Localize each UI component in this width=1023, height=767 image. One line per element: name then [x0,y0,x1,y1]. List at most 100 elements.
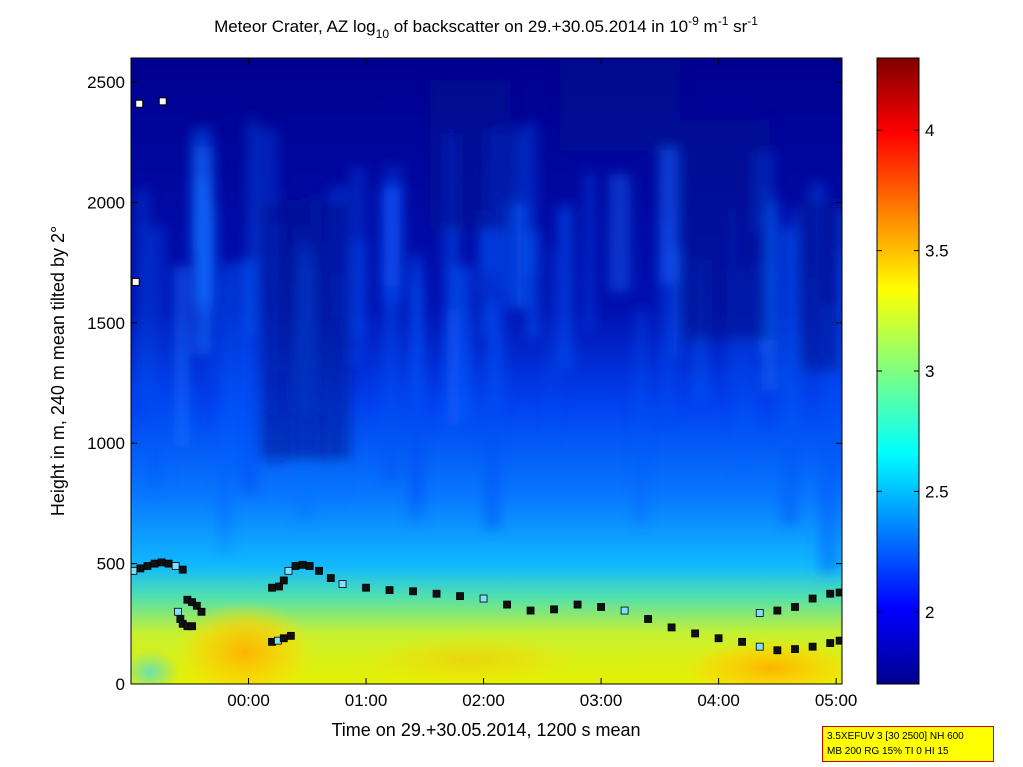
layer-height-marker [385,586,394,594]
layer-height-marker [479,594,488,603]
x-tick-label: 05:00 [815,691,858,710]
plume-streak [381,187,401,483]
plume-streak [525,122,538,275]
colorbar [876,57,920,685]
y-tick-label: 1000 [87,434,125,453]
layer-height-marker [835,636,842,645]
layer-height-marker [315,566,323,575]
colorbar-tick-label: 2 [925,603,934,622]
y-tick-label: 500 [97,555,125,574]
chart-title: Meteor Crater, AZ log10 of backscatter o… [214,14,758,41]
layer-height-marker [826,589,835,598]
layer-height-marker [279,576,288,585]
x-axis-label: Time on 29.+30.05.2014, 1200 s mean [331,720,640,740]
layer-height-marker [738,637,747,646]
warm-region-right [680,638,842,684]
plume-streak [145,225,166,489]
plume-streak [557,205,573,369]
x-tick-label: 00:00 [227,691,270,710]
dark-region [430,80,510,230]
layer-height-marker [279,634,288,643]
plume-streak [515,128,524,311]
layer-height-marker [284,566,293,575]
layer-height-marker [298,560,307,569]
plume-streak [635,310,647,525]
plume-streak [608,174,631,292]
plume-streak [135,189,150,399]
layer-height-marker [620,606,629,615]
layer-height-marker [773,646,782,655]
layer-height-marker [136,564,145,573]
plume-streak [485,299,500,529]
colorbar-axis: 2 2.5 3 3.5 4 [877,121,949,622]
layer-height-marker [338,580,347,588]
layer-height-marker [826,639,835,647]
x-tick-label: 04:00 [697,691,740,710]
layer-height-marker [409,587,417,596]
y-tick-label: 1500 [87,314,125,333]
plume-streak [526,231,539,339]
plume-streak [788,207,802,479]
layer-height-marker [268,583,276,592]
plume-streak [547,250,556,439]
layer-height-marker [305,562,314,570]
layer-height-marker [755,609,764,617]
layer-height-marker [188,622,197,631]
colorbar-tick-label: 3 [925,362,934,381]
layer-height-marker [326,574,335,582]
layer-height-markers [131,558,842,655]
plume-streak [221,263,228,531]
layer-height-marker [291,562,300,570]
layer-height-marker [667,623,676,632]
cool-region-bottom-left [131,650,180,684]
plume-streak [226,262,248,473]
layer-height-marker [150,559,159,568]
layer-height-marker [286,631,295,640]
y-tick-label: 2000 [87,193,125,212]
plume-streak [174,266,189,447]
layer-height-marker [157,558,166,567]
layer-height-marker [362,583,370,592]
layer-height-marker [503,600,511,609]
colorbar-tick-label: 2.5 [925,482,949,501]
layer-height-marker [714,634,723,643]
plume-streak [248,118,256,336]
layer-height-marker [197,607,206,616]
layer-height-marker [691,629,699,638]
dark-region [560,60,680,150]
layer-height-marker [808,642,817,651]
x-tick-label: 01:00 [345,691,388,710]
parameter-info-box: 3.5XEFUV 3 [30 2500] NH 600 MB 200 RG 15… [822,726,994,762]
info-line-2: MB 200 RG 15% TI 0 HI 15 [827,746,949,757]
layer-height-marker [143,562,152,570]
plume-streak [193,179,211,355]
warm-region-mid [360,635,580,684]
layer-height-marker [275,582,283,591]
layer-height-marker [835,588,842,597]
x-tick-label: 02:00 [462,691,505,710]
layer-height-marker [791,645,799,653]
isolated-marker [158,97,167,106]
layer-height-marker [550,605,558,614]
y-tick-label: 0 [116,675,125,694]
plot-frame [130,57,843,685]
dark-region [800,200,840,370]
layer-height-marker [432,589,441,598]
dark-region [680,120,770,340]
isolated-marker [131,277,140,286]
plume-streak [819,303,838,573]
x-tick-label: 03:00 [580,691,623,710]
warm-region-left [175,602,315,684]
layer-height-marker [808,594,817,603]
layer-height-marker [456,592,464,601]
layer-height-marker [597,603,605,611]
layer-height-marker [773,606,782,615]
plume-texture [135,60,842,573]
layer-height-marker [644,615,652,623]
y-axis-label: Height in m, 240 m mean tilted by 2° [48,226,68,516]
layer-height-marker [573,600,582,609]
plume-streak [351,241,368,335]
layer-height-marker [755,642,764,651]
layer-height-marker [171,562,180,570]
